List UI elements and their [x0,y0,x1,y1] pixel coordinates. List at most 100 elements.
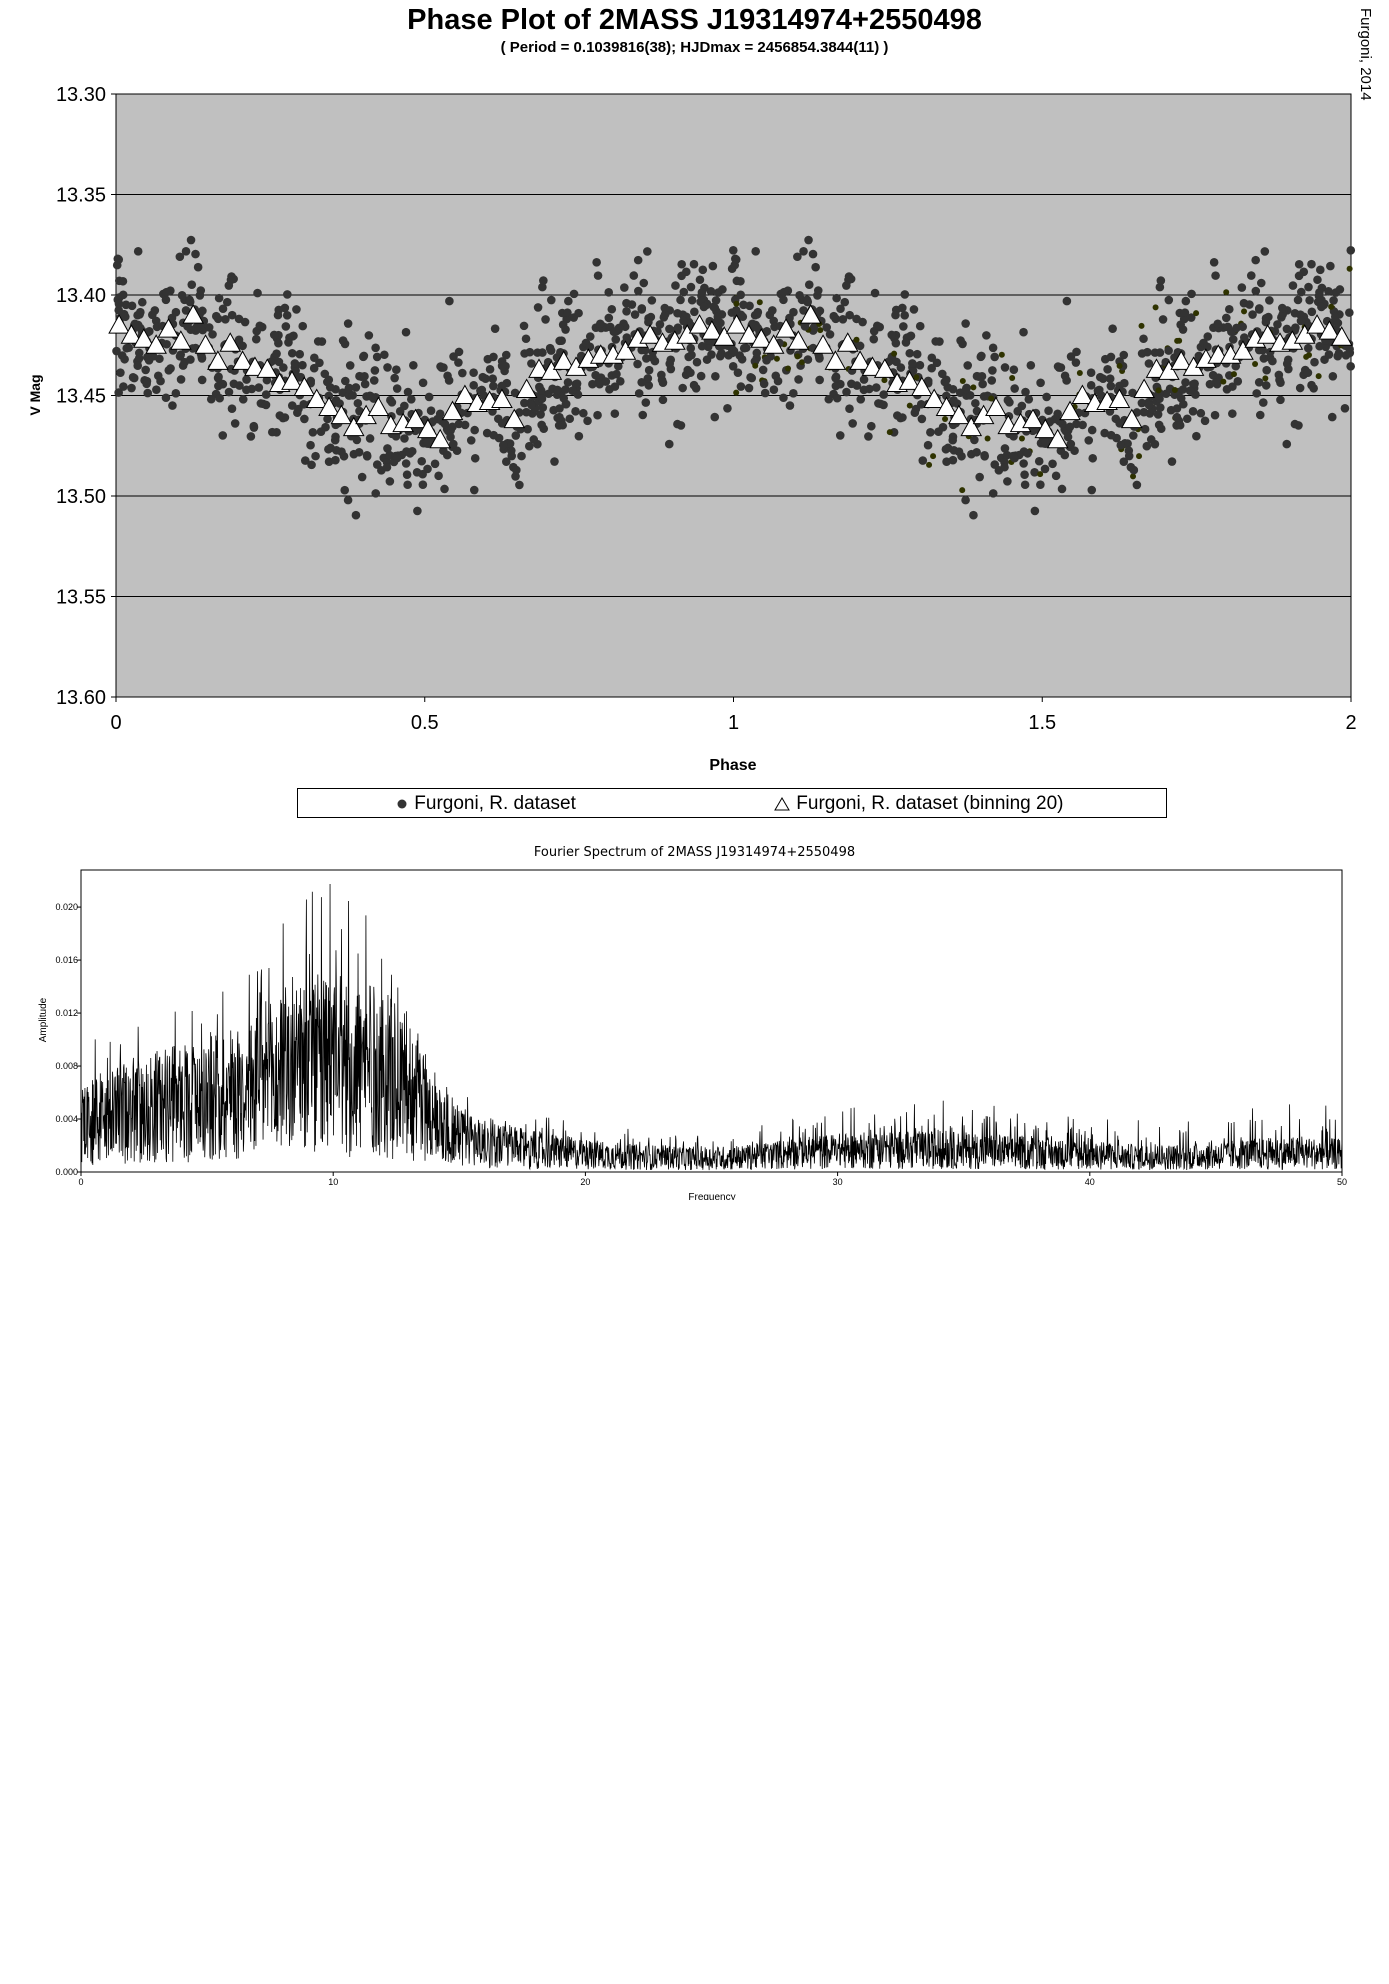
data-point [1020,470,1029,479]
data-point [331,395,341,405]
triangle-marker-icon [774,796,790,811]
data-point [927,353,937,363]
binned-point [157,318,180,338]
data-point [859,385,869,395]
data-point [988,366,997,375]
data-point [1076,370,1083,377]
data-point [1176,337,1183,344]
binned-point [1318,320,1341,340]
data-point [1254,305,1264,314]
data-point [713,312,723,322]
data-point [987,376,997,385]
data-point [808,249,818,259]
phase-plot-title: Phase Plot of 2MASS J19314974+2550498 [407,4,982,36]
data-point [145,327,154,336]
binned-point [132,328,155,348]
data-point [310,353,319,363]
data-point [1251,286,1261,296]
binned-point [169,330,192,350]
data-point [756,299,763,306]
data-point [746,372,755,382]
data-point [579,408,588,418]
data-point [739,300,748,310]
data-point [1171,386,1178,393]
fourier-x-tick-label: 20 [580,1177,590,1187]
data-point [197,354,207,363]
data-point [409,360,418,370]
data-point [309,363,319,373]
data-point [440,484,449,494]
y-tick-label: 13.40 [56,285,106,307]
data-point [611,335,621,344]
data-point [390,373,399,383]
data-point [687,295,697,305]
data-point [230,419,240,428]
data-point [927,363,936,373]
binned-point [725,314,748,334]
data-point [392,453,402,463]
data-point [1116,440,1126,450]
data-point [915,360,925,370]
data-point [760,388,770,398]
data-point [1273,320,1282,329]
data-point [1034,456,1044,466]
binned-point [1157,360,1180,380]
data-point [1181,378,1190,387]
binned-point [318,396,340,417]
data-point [1178,385,1188,394]
data-point [1315,288,1324,297]
data-point [281,322,291,331]
x-tick-label: 0 [110,712,121,734]
data-point [1251,255,1260,265]
data-point [114,305,124,315]
data-point [1030,467,1039,477]
data-point [1261,381,1271,390]
data-point [167,313,177,323]
data-point [343,319,353,328]
data-point [1139,334,1148,344]
data-point [613,361,623,371]
binned-point [305,388,328,409]
data-point [1019,459,1028,468]
data-point [213,373,223,383]
phase-x-axis-label: Phase [709,757,756,774]
data-point [665,359,675,369]
data-point [638,410,648,420]
binned-point [775,318,797,338]
data-point [853,336,860,343]
data-point [142,379,151,389]
data-point [1345,344,1354,354]
data-point [411,426,420,436]
data-point [815,354,824,363]
data-point [353,398,363,408]
data-point [557,336,566,346]
binned-point [873,358,896,378]
data-point [1211,271,1220,280]
x-tick-label: 2 [1345,712,1356,734]
data-point [541,315,550,324]
binned-point [256,358,279,378]
data-point [1158,315,1168,324]
data-point [137,297,147,307]
data-point [799,306,808,315]
data-point [978,379,987,389]
data-point [829,311,839,321]
data-point [470,453,480,463]
data-point [838,314,848,324]
data-point [1317,302,1326,312]
data-point [1210,410,1220,420]
data-point [588,379,597,389]
data-point [553,385,562,395]
data-point [825,330,835,339]
data-point [1178,325,1188,334]
data-point [744,383,754,393]
data-point [870,288,880,298]
data-point [517,451,526,461]
data-point [489,352,498,362]
data-point [402,470,412,479]
data-point [804,280,814,289]
data-point [533,303,543,312]
data-point [1137,398,1147,408]
binned-point [688,314,711,334]
data-point [1328,303,1335,310]
